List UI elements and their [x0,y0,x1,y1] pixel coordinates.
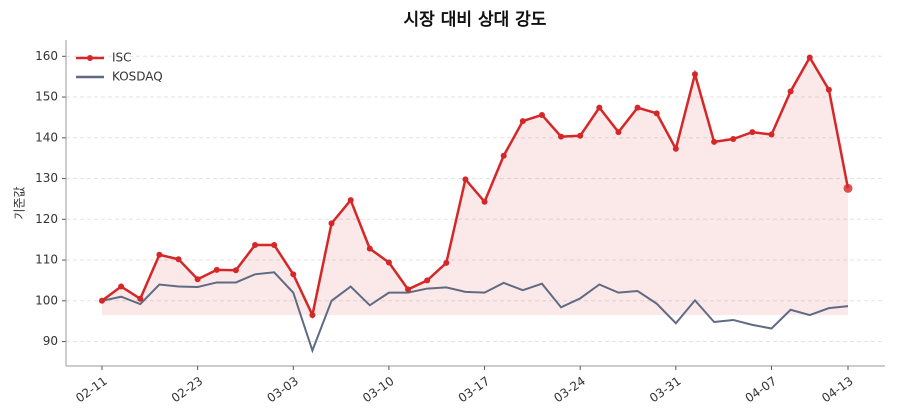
series-line [101,271,849,354]
y-tick-label: 140 [35,130,58,144]
y-tick-label: 90 [43,334,58,348]
point [405,286,412,293]
point [118,283,125,290]
point [309,312,316,319]
point [385,259,392,266]
point [424,277,431,284]
x-tick-label: 03-17 [456,374,493,405]
point [768,131,775,138]
point [691,71,698,78]
point [366,245,373,252]
legend-label: KOSDAQ [112,70,163,84]
legend-label: ISC [112,51,132,65]
point [500,152,507,159]
point [175,256,182,263]
point [653,110,660,117]
y-tick-label: 110 [35,253,58,267]
point [213,266,220,273]
y-tick-label: 160 [35,49,58,63]
y-axis-label: 기준값 [13,186,27,219]
point [481,198,488,205]
point [443,259,450,266]
point [156,251,163,258]
y-tick-label: 130 [35,171,58,185]
y-tick-label: 150 [35,90,58,104]
series-line [101,55,850,319]
y-tick-label: 100 [35,293,58,307]
x-tick-label: 02-11 [73,374,110,405]
chart-title: 시장 대비 상대 강도 [404,10,547,30]
point [711,138,718,145]
x-tick-label: 03-03 [264,374,301,405]
point [596,104,603,111]
point [232,267,239,274]
point [558,133,565,140]
point [252,241,259,248]
x-tick-label: 03-31 [647,374,684,405]
point [328,220,335,227]
point [194,276,201,283]
point [672,145,679,152]
point [271,241,278,248]
point [290,271,297,278]
point [787,88,794,95]
point [137,295,144,302]
point [347,197,354,204]
x-tick-label: 03-10 [360,374,397,405]
point [538,111,545,118]
point [749,129,756,136]
area-fill [102,57,848,316]
point [843,183,853,193]
point [615,129,622,136]
x-tick-label: 03-24 [551,374,588,405]
point [806,54,813,61]
point [577,132,584,139]
point [825,86,832,93]
point [462,176,469,183]
legend-marker [87,55,93,61]
x-tick-label: 04-07 [743,374,780,405]
point [519,118,526,125]
point [634,104,641,111]
x-tick-label: 02-23 [169,374,206,405]
x-tick-label: 04-13 [819,374,856,405]
y-tick-label: 120 [35,212,58,226]
point [99,297,105,304]
point [730,136,737,143]
